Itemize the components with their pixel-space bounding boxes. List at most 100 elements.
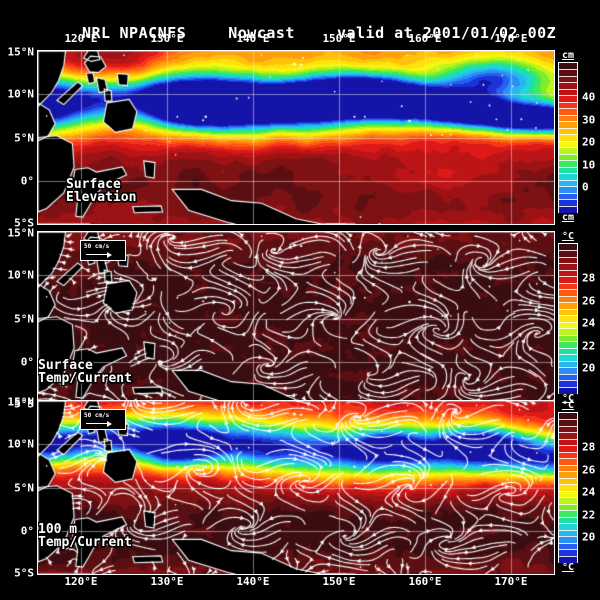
colorbar-swatch — [559, 419, 577, 428]
colorbar-swatch — [559, 367, 577, 375]
longitude-tick-170: 170°E — [494, 575, 528, 588]
vector-scale-key: 50 cm/s — [80, 240, 126, 261]
longitude-tick-160: 160°E — [408, 575, 442, 588]
colorbar-swatch — [559, 458, 577, 467]
colorbar-swatch — [559, 244, 577, 251]
title-valid-time: valid at 2001/01/02 00Z — [336, 24, 557, 42]
colorbar-swatch — [559, 555, 577, 564]
colorbar-tick-20: 20 — [582, 361, 596, 375]
latitude-tick-10: 10°N — [7, 437, 35, 451]
colorbar-swatch — [559, 186, 577, 194]
colorbar-swatch — [559, 75, 577, 84]
colorbar-swatch — [559, 250, 577, 259]
colorbar-swatch — [559, 413, 577, 420]
longitude-tick-140: 140°E — [236, 32, 270, 45]
colorbar-swatch — [559, 173, 577, 181]
colorbar-swatch — [559, 147, 577, 156]
colorbar-swatch — [559, 205, 577, 214]
longitude-tick-120: 120°E — [64, 32, 98, 45]
colorbar-units-bottom: °C — [561, 393, 575, 404]
colorbar-swatches — [558, 243, 578, 395]
longitude-axis-bottom: 120°E 130°E 140°E 150°E 160°E 170°E — [0, 575, 600, 591]
latitude-tick--5: 5°S — [14, 397, 34, 411]
colorbar-swatch — [559, 425, 577, 434]
vector-scale-label: 50 cm/s — [84, 243, 110, 250]
latitude-tick-5: 5°N — [14, 481, 34, 494]
colorbar-swatch — [559, 108, 577, 117]
colorbar-tick-24: 24 — [582, 316, 596, 330]
colorbar-swatch — [559, 269, 577, 278]
latitude-tick-0: 0° — [20, 174, 34, 188]
longitude-tick-160: 160°E — [408, 32, 442, 45]
longitude-tick-150: 150°E — [322, 575, 356, 588]
colorbar-swatch — [559, 503, 577, 512]
colorbar-swatch — [559, 282, 577, 291]
colorbar-swatch — [559, 497, 577, 506]
colorbar-units-bottom: cm — [561, 212, 575, 223]
colorbar-units-top: °C — [561, 400, 575, 411]
colorbar-swatch — [559, 127, 577, 136]
panel-caption-surface-temp-current: Surface Temp/Current — [38, 358, 132, 387]
vector-scale-arrow-icon — [84, 251, 122, 258]
latitude-axis-panel-3: 15°N 10°N 5°N 0° 5°S — [0, 396, 35, 580]
vector-scale-key: 50 cm/s — [80, 409, 126, 430]
colorbar-swatch — [559, 373, 577, 382]
colorbar-swatch — [559, 321, 577, 330]
colorbar-swatch — [559, 445, 577, 454]
map-panel-surface-temp-current[interactable]: 50 cm/s Surface Temp/Current — [37, 231, 555, 406]
longitude-tick-150: 150°E — [322, 32, 356, 45]
colorbar-swatch — [559, 328, 577, 337]
latitude-tick-15: 15°N — [7, 226, 35, 240]
colorbar-tick-28: 28 — [582, 271, 596, 285]
longitude-tick-170: 170°E — [494, 32, 528, 45]
colorbar-swatch — [559, 302, 577, 311]
colorbar-swatch — [559, 192, 577, 201]
longitude-tick-120: 120°E — [64, 575, 98, 588]
colorbar-tick-10: 10 — [582, 158, 596, 172]
panel-caption-100m-temp-current: 100 m Temp/Current — [38, 522, 132, 551]
latitude-tick--5: 5°S — [14, 216, 34, 230]
latitude-tick-10: 10°N — [7, 87, 35, 101]
colorbar-swatch — [559, 140, 577, 149]
map-panel-100m-temp-current[interactable]: 50 cm/s 100 m Temp/Current — [37, 400, 555, 575]
colorbar-swatch — [559, 484, 577, 493]
colorbar-swatch — [559, 308, 577, 317]
colorbar-swatch — [559, 101, 577, 110]
map-panel-surface-elevation[interactable]: Surface Elevation — [37, 50, 555, 225]
colorbar-swatch — [559, 263, 577, 272]
colorbar-tick-40: 40 — [582, 90, 596, 104]
colorbar-swatch — [559, 549, 577, 557]
latitude-tick-10: 10°N — [7, 268, 35, 282]
colorbar-swatch — [559, 199, 577, 207]
vector-scale-arrow-icon — [84, 420, 122, 427]
colorbar-swatch — [559, 516, 577, 525]
colorbar-tick-28: 28 — [582, 440, 596, 454]
colorbar-units-bottom: °C — [561, 562, 575, 573]
colorbar-swatch — [559, 341, 577, 350]
colorbar-swatch — [559, 542, 577, 551]
longitude-axis-top: 120°E 130°E 140°E 150°E 160°E 170°E — [0, 32, 600, 48]
colorbar-tick-24: 24 — [582, 485, 596, 499]
figure-title: NRL NPACNFS Nowcast valid at 2001/01/02 00Z — [0, 6, 600, 60]
colorbar-swatch — [559, 354, 577, 362]
colorbar-tick-0: 0 — [582, 180, 589, 194]
colorbar-swatch — [559, 160, 577, 169]
longitude-tick-130: 130°E — [150, 575, 184, 588]
colorbar-swatch — [559, 510, 577, 519]
colorbar-swatches — [558, 62, 578, 214]
latitude-axis-panel-1: 15°N 10°N 5°N 0° 5°S — [0, 46, 35, 230]
colorbar-swatch — [559, 347, 577, 356]
colorbar-swatch — [559, 166, 577, 175]
colorbar-swatch — [559, 69, 577, 78]
latitude-tick-0: 0° — [20, 524, 34, 538]
colorbar-tick-22: 22 — [582, 508, 596, 522]
colorbar-swatch — [559, 289, 577, 298]
longitude-tick-140: 140°E — [236, 575, 270, 588]
colorbar-swatch — [559, 121, 577, 130]
title-model: NPACNFS — [119, 24, 187, 42]
colorbar-swatch — [559, 529, 577, 538]
colorbar-swatch — [559, 477, 577, 486]
colorbar-swatch — [559, 114, 577, 123]
colorbar-swatches — [558, 412, 578, 564]
latitude-tick-5: 5°N — [14, 131, 34, 144]
